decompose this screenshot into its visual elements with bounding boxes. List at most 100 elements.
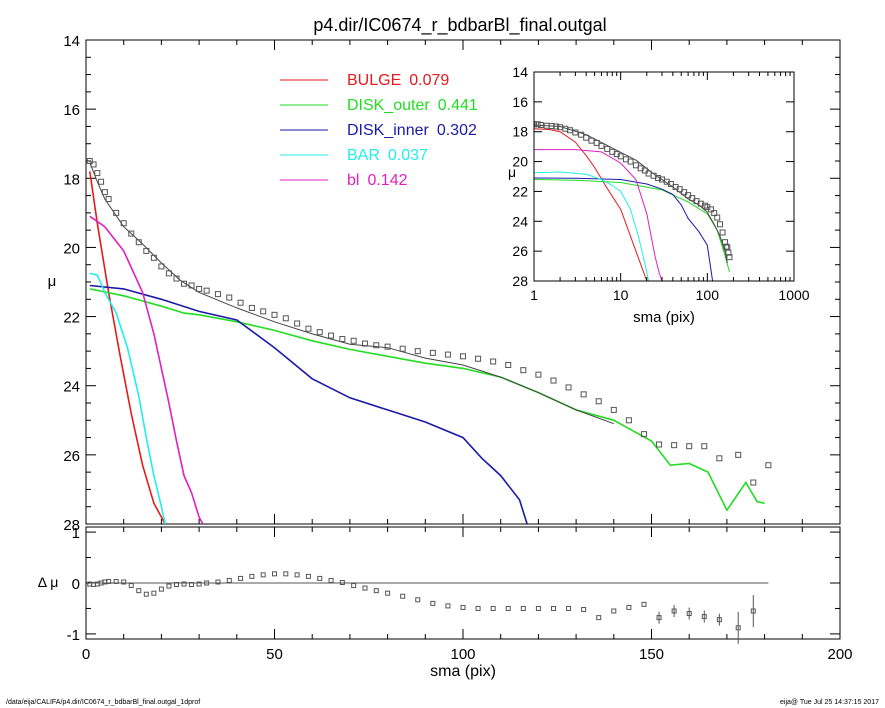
main-data-point [414, 348, 421, 355]
main-data-point [173, 275, 180, 282]
residual-data-point [260, 572, 266, 578]
inset-data-point [726, 254, 733, 261]
residual-y-tick-label: -1 [67, 627, 80, 644]
inset-series-group [534, 121, 733, 281]
main-series-bl-line [89, 215, 204, 524]
main-data-point [625, 417, 632, 424]
residual-y-tick-label: 0 [72, 576, 80, 593]
main-data-point [580, 391, 587, 398]
residual-data-point [750, 608, 756, 614]
residual-y-axis-label: Δ μ [38, 574, 59, 590]
inset-data-point [598, 142, 605, 149]
residual-data-point [151, 590, 157, 596]
main-y-tick-label: 26 [63, 448, 80, 465]
residual-data-point [106, 578, 112, 584]
residual-data-point [166, 583, 172, 589]
residual-data-point [196, 581, 202, 587]
main-data-point [226, 294, 233, 301]
residual-data-point [113, 578, 119, 584]
main-data-point [750, 479, 757, 486]
residual-data-point [535, 605, 541, 611]
residual-x-axis-label: sma (pix) [430, 663, 496, 680]
legend-value: 0.037 [388, 147, 428, 164]
residual-data-point [550, 605, 556, 611]
main-data-point [94, 170, 101, 177]
main-data-point [196, 285, 203, 292]
main-data-point [399, 345, 406, 352]
footer-file-path: /data/eija/CALIFA/p4.dir/IC0674_r_bdbarB… [6, 699, 200, 706]
main-data-point [475, 355, 482, 362]
inset-series-bulge-line [534, 128, 648, 281]
main-data-point [90, 161, 97, 168]
main-data-point [101, 189, 108, 196]
residual-x-tick-label: 100 [450, 646, 475, 663]
inset-data-point [655, 174, 662, 181]
residual-points-group [87, 571, 769, 644]
main-series-disk-inner-line [89, 284, 528, 524]
main-data-point [237, 299, 244, 306]
main-y-tick-label: 22 [63, 310, 80, 327]
main-series-bar-line [89, 272, 166, 524]
main-data-point [701, 443, 708, 450]
main-y-axis-label: μ [48, 273, 57, 290]
main-data-point [671, 442, 678, 449]
main-y-tick-label: 14 [63, 33, 80, 50]
legend-label-disk-inner: DISK_inner 0.302 [347, 122, 477, 139]
residual-data-point [735, 625, 741, 631]
main-series-group [86, 158, 772, 524]
main-data-point [550, 377, 557, 384]
residual-data-point [385, 590, 391, 596]
main-data-point [361, 340, 368, 347]
main-y-ticks: 14 16 18 20 22 24 26 28 [63, 33, 841, 534]
main-y-tick-label: 20 [63, 240, 80, 257]
legend-value: 0.302 [437, 122, 477, 139]
residual-data-point [566, 605, 572, 611]
residual-data-point [283, 571, 289, 577]
main-data-point [686, 443, 693, 450]
inset-data-point [534, 121, 541, 128]
residual-data-point [611, 608, 617, 614]
main-data-point [98, 178, 105, 185]
legend-value: 0.441 [438, 97, 478, 114]
residual-data-point [128, 583, 134, 589]
inset-data-point [572, 129, 579, 136]
inset-x-tick-label: 100 [696, 287, 720, 303]
legend-value: 0.079 [409, 72, 449, 89]
residual-y-tick-label: 1 [72, 525, 80, 542]
residual-data-point [173, 582, 179, 588]
legend-name: bl [347, 172, 359, 189]
residual-data-point [204, 580, 210, 586]
inset-background [500, 67, 830, 284]
residual-x-tick-label: 150 [639, 646, 664, 663]
main-data-point [716, 455, 723, 462]
inset-x-tick-label: 10 [613, 287, 629, 303]
inset-data-point [627, 158, 634, 165]
main-data-point [373, 342, 380, 349]
residual-data-point [121, 579, 127, 585]
inset-y-tick-label: 16 [512, 94, 528, 110]
inset-data-point [716, 221, 723, 228]
residual-data-point [215, 579, 221, 585]
residual-data-point [238, 575, 244, 581]
inset-data-point [725, 249, 732, 256]
inset-x-tick-label: 1 [530, 287, 538, 303]
main-data-point [214, 291, 221, 298]
inset-data-point [719, 229, 726, 236]
chart-title: p4.dir/IC0674_r_bdbarBl_final.outgal [313, 15, 606, 36]
inset-data-point [548, 123, 555, 130]
residual-data-point [136, 588, 142, 594]
residual-data-point [505, 605, 511, 611]
residual-data-point [143, 591, 149, 597]
main-data-point [260, 308, 267, 315]
main-data-point [505, 361, 512, 368]
main-data-point [282, 315, 289, 322]
inset-data-point [707, 206, 714, 213]
residual-data-point [305, 573, 311, 579]
residual-data-point [626, 604, 632, 610]
main-data-point [143, 247, 150, 254]
main-data-point [105, 196, 112, 203]
residual-data-point [317, 575, 323, 581]
main-data-point [328, 332, 335, 339]
inset-data-point [697, 200, 704, 207]
